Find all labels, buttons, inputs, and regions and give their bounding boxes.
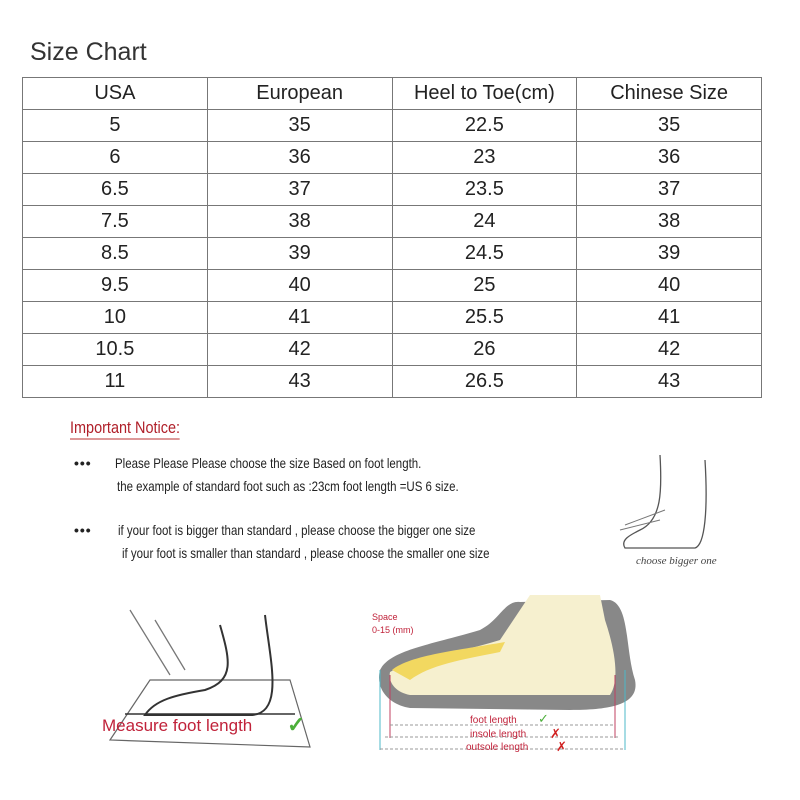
- notice-line: if your foot is bigger than standard , p…: [118, 522, 476, 538]
- choose-bigger-label: choose bigger one: [636, 555, 717, 567]
- table-cell: 38: [206, 205, 393, 238]
- table-row: 9.5 40 25 40: [22, 269, 762, 302]
- table-cell: 7.5: [22, 205, 208, 238]
- table-cell: 36: [576, 141, 762, 174]
- table-cell: 35: [206, 109, 393, 142]
- table-cell: 8.5: [22, 237, 208, 270]
- table-cell: 42: [576, 333, 762, 366]
- notice-line: the example of standard foot such as :23…: [117, 478, 459, 494]
- check-icon: ✓: [538, 711, 549, 726]
- outsole-length-label: outsole length: [466, 742, 529, 753]
- table-cell: 24.5: [391, 237, 578, 270]
- header-usa: USA: [22, 77, 208, 110]
- table-cell: 41: [206, 301, 393, 334]
- foot-length-label: foot length: [470, 715, 517, 726]
- table-cell: 9.5: [22, 269, 208, 302]
- cross-icon: ✗: [556, 739, 567, 754]
- cross-icon: ✗: [550, 726, 561, 741]
- table-row: 6.5 37 23.5 37: [22, 173, 762, 206]
- table-cell: 35: [576, 109, 762, 142]
- table-cell: 26: [391, 333, 578, 366]
- table-row: 5 35 22.5 35: [22, 109, 762, 142]
- table-cell: 5: [22, 109, 208, 142]
- table-cell: 37: [576, 173, 762, 206]
- size-chart-table: USA European Heel to Toe(cm) Chinese Siz…: [22, 77, 762, 398]
- table-cell: 23: [391, 141, 578, 174]
- table-row: 6 36 23 36: [22, 141, 762, 174]
- table-row: 7.5 38 24 38: [22, 205, 762, 238]
- bullet-icon: •••: [74, 455, 92, 471]
- table-cell: 6: [22, 141, 208, 174]
- notice-heading: Important Notice:: [70, 418, 181, 440]
- table-cell: 22.5: [391, 109, 578, 142]
- check-icon: ✓: [287, 712, 306, 737]
- header-european: European: [206, 77, 393, 110]
- table-cell: 36: [206, 141, 393, 174]
- measure-foot-label: Measure foot length: [102, 716, 253, 735]
- table-cell: 40: [576, 269, 762, 302]
- table-cell: 6.5: [22, 173, 208, 206]
- table-row: 10 41 25.5 41: [22, 301, 762, 334]
- table-cell: 10.5: [22, 333, 208, 366]
- table-cell: 39: [206, 237, 393, 270]
- measure-foot-illustration: [108, 609, 311, 748]
- table-cell: 43: [576, 365, 762, 398]
- table-cell: 42: [206, 333, 393, 366]
- table-cell: 10: [22, 301, 208, 334]
- shoe-cross-section-illustration: [379, 595, 636, 750]
- table-cell: 40: [206, 269, 393, 302]
- table-cell: 11: [22, 365, 208, 398]
- table-cell: 25: [391, 269, 578, 302]
- table-cell: 24: [391, 205, 578, 238]
- foot-side-illustration: [619, 454, 707, 549]
- table-row: 8.5 39 24.5 39: [22, 237, 762, 270]
- space-value: 0-15 (mm): [372, 625, 414, 635]
- table-row: 11 43 26.5 43: [22, 365, 762, 398]
- table-cell: 41: [576, 301, 762, 334]
- notice-line: if your foot is smaller than standard , …: [122, 545, 490, 561]
- bullet-icon: •••: [74, 522, 92, 538]
- page-title: Size Chart: [30, 38, 147, 66]
- table-cell: 26.5: [391, 365, 578, 398]
- table-row: 10.5 42 26 42: [22, 333, 762, 366]
- notice-line: Please Please Please choose the size Bas…: [115, 455, 422, 471]
- table-cell: 39: [576, 237, 762, 270]
- header-chinese-size: Chinese Size: [576, 77, 762, 110]
- table-cell: 43: [206, 365, 393, 398]
- table-cell: 37: [206, 173, 393, 206]
- insole-length-label: insole length: [470, 729, 527, 740]
- space-label: Space: [372, 612, 398, 622]
- table-header-row: USA European Heel to Toe(cm) Chinese Siz…: [22, 77, 762, 110]
- table-cell: 23.5: [391, 173, 578, 206]
- table-cell: 38: [576, 205, 762, 238]
- header-heel-to-toe: Heel to Toe(cm): [391, 77, 578, 110]
- table-cell: 25.5: [391, 301, 578, 334]
